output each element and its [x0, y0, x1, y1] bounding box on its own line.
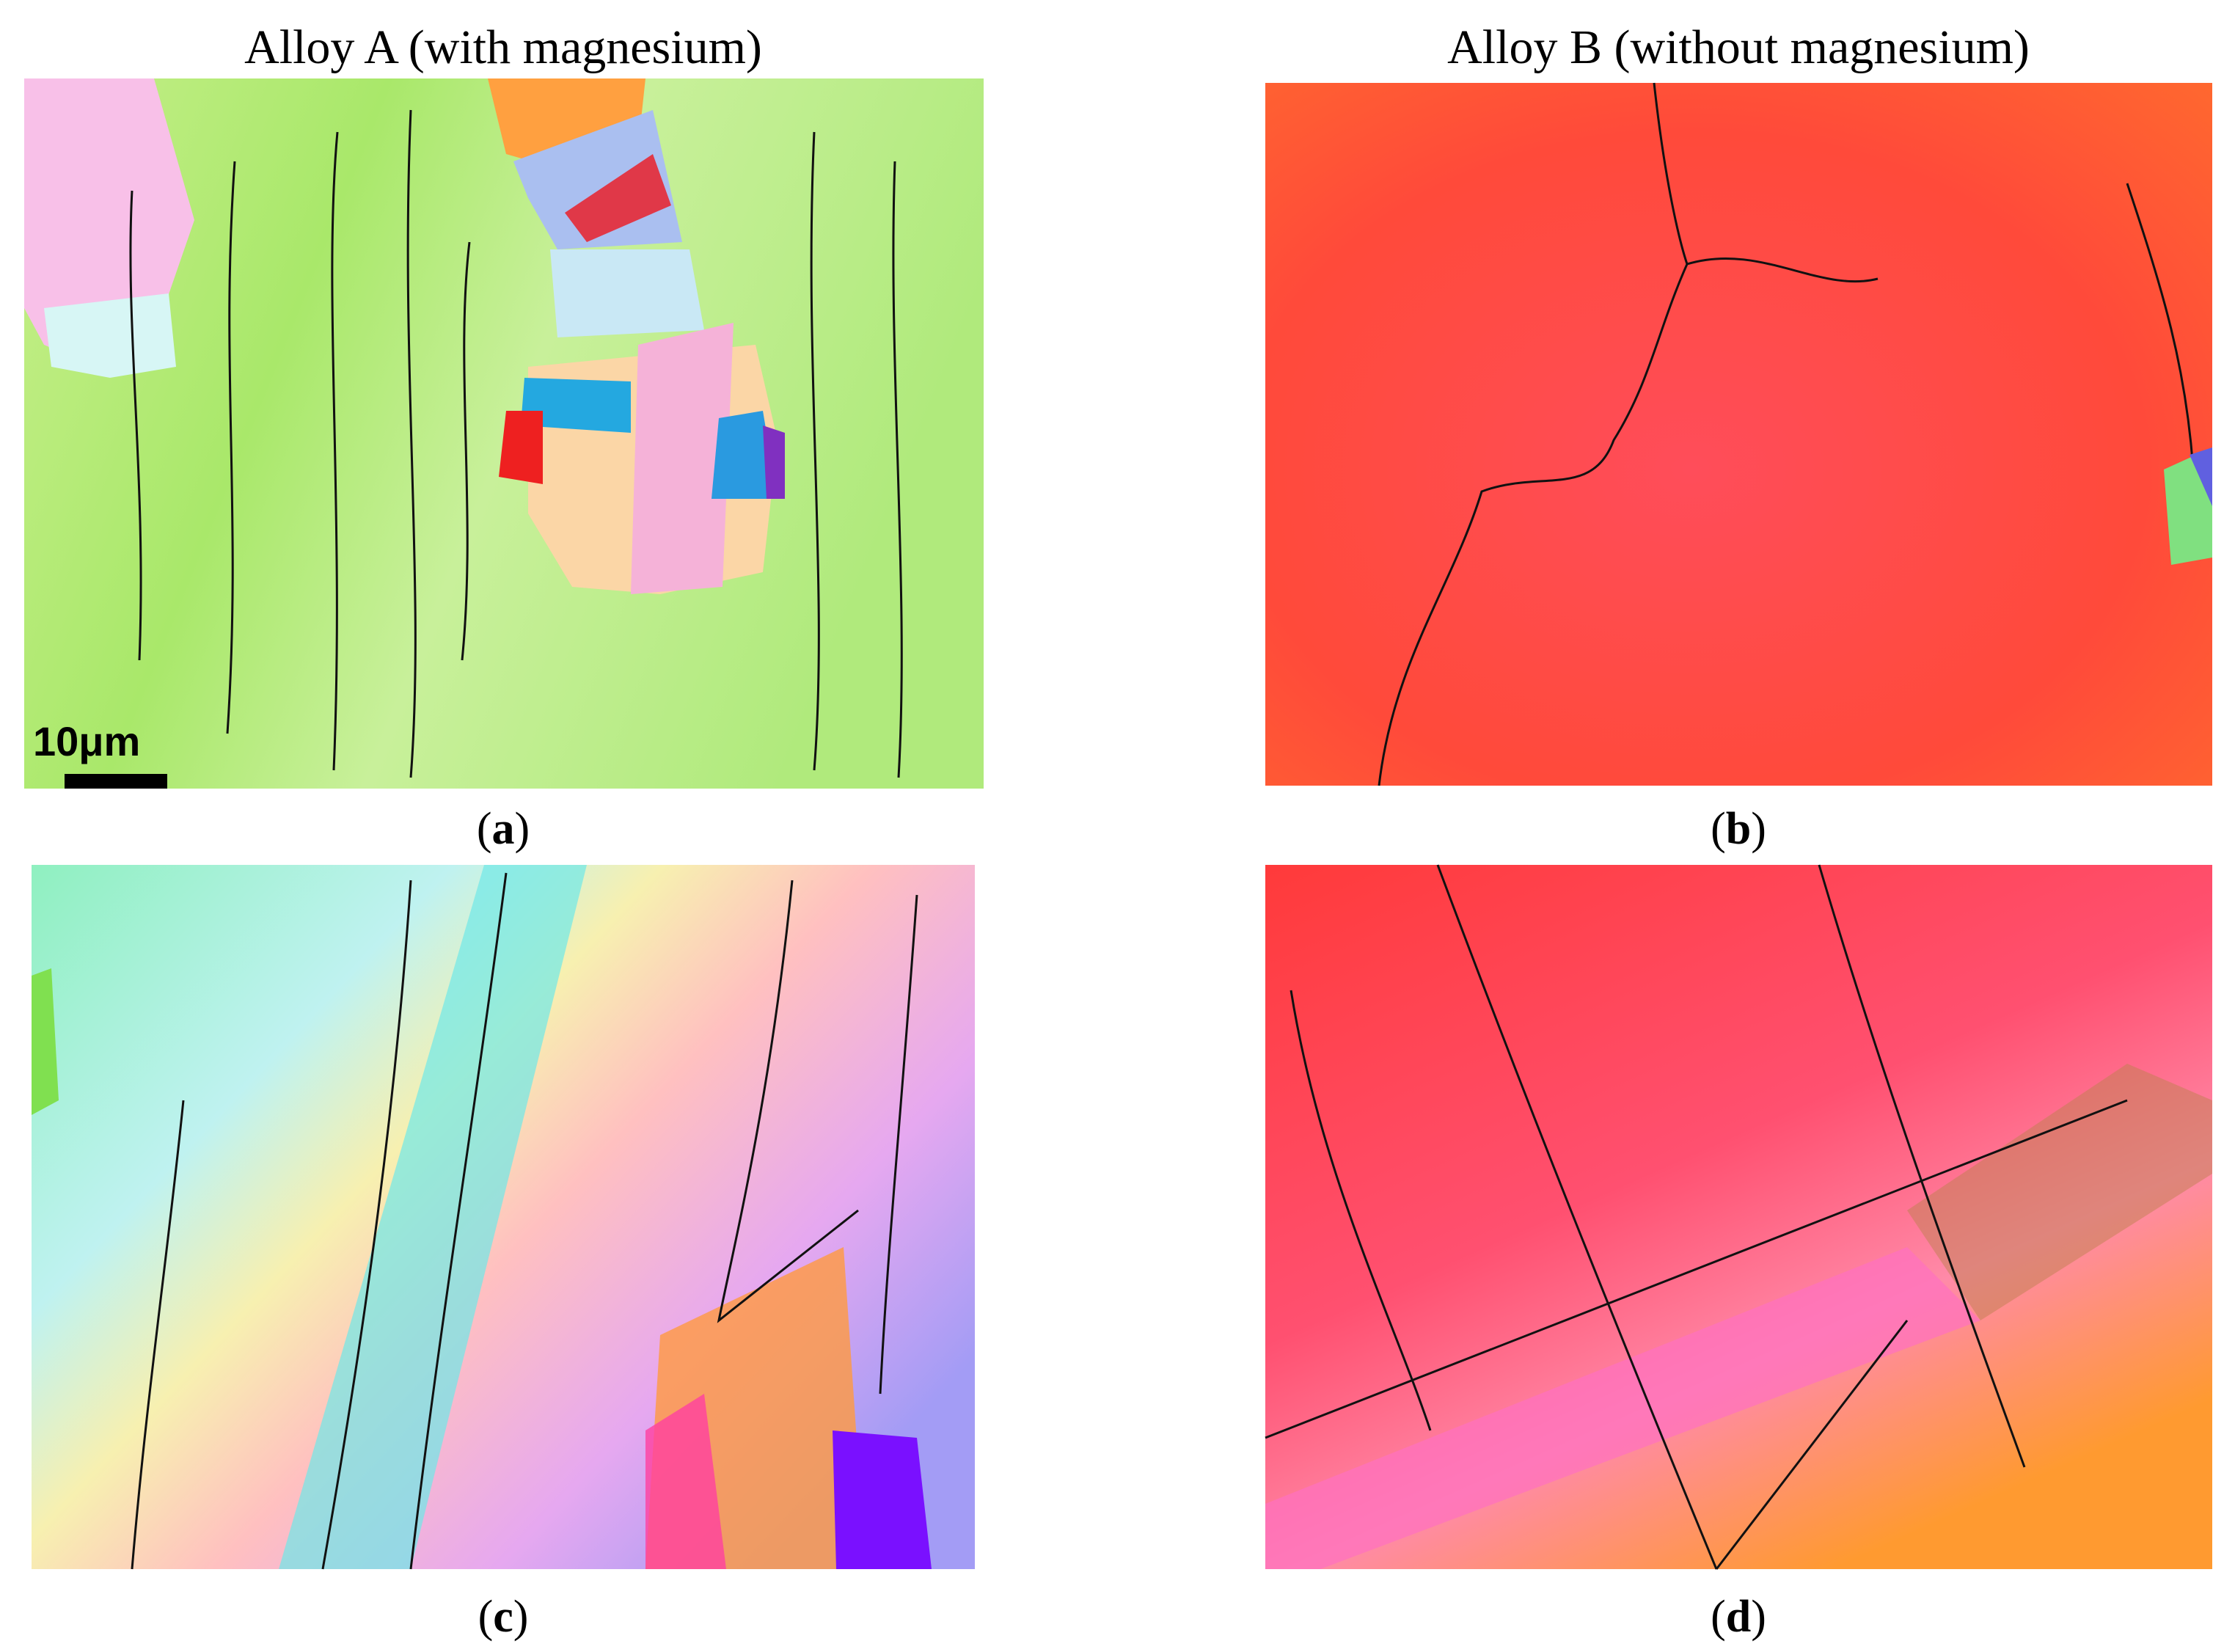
- paren: (: [478, 1592, 494, 1642]
- paren: (: [1711, 804, 1726, 854]
- panel-letter: c: [493, 1592, 513, 1642]
- ebsd-map-a: 10μm: [24, 78, 984, 789]
- panel-label: (c): [478, 1592, 529, 1642]
- panel-letter: d: [1726, 1592, 1751, 1642]
- column-title: Alloy A (with magnesium): [244, 21, 762, 74]
- paren: (: [1711, 1592, 1726, 1642]
- panel-letter: a: [492, 804, 515, 854]
- paren: ): [515, 804, 530, 854]
- paren: (: [477, 804, 492, 854]
- ebsd-map-d: [1265, 864, 2212, 1570]
- scale-bar-label: 10μm: [33, 718, 140, 764]
- paren: ): [513, 1592, 529, 1642]
- ebsd-map-b: [1265, 82, 2212, 786]
- panel-label: (d): [1711, 1592, 1766, 1642]
- column-title: Alloy B (without magnesium): [1447, 21, 2030, 74]
- ebsd-map-c: [32, 865, 975, 1570]
- paren: ): [1751, 804, 1766, 854]
- panel-letter: b: [1726, 804, 1751, 854]
- panel-label: (b): [1711, 804, 1766, 854]
- paren: ): [1751, 1592, 1766, 1642]
- panel-label: (a): [477, 804, 530, 854]
